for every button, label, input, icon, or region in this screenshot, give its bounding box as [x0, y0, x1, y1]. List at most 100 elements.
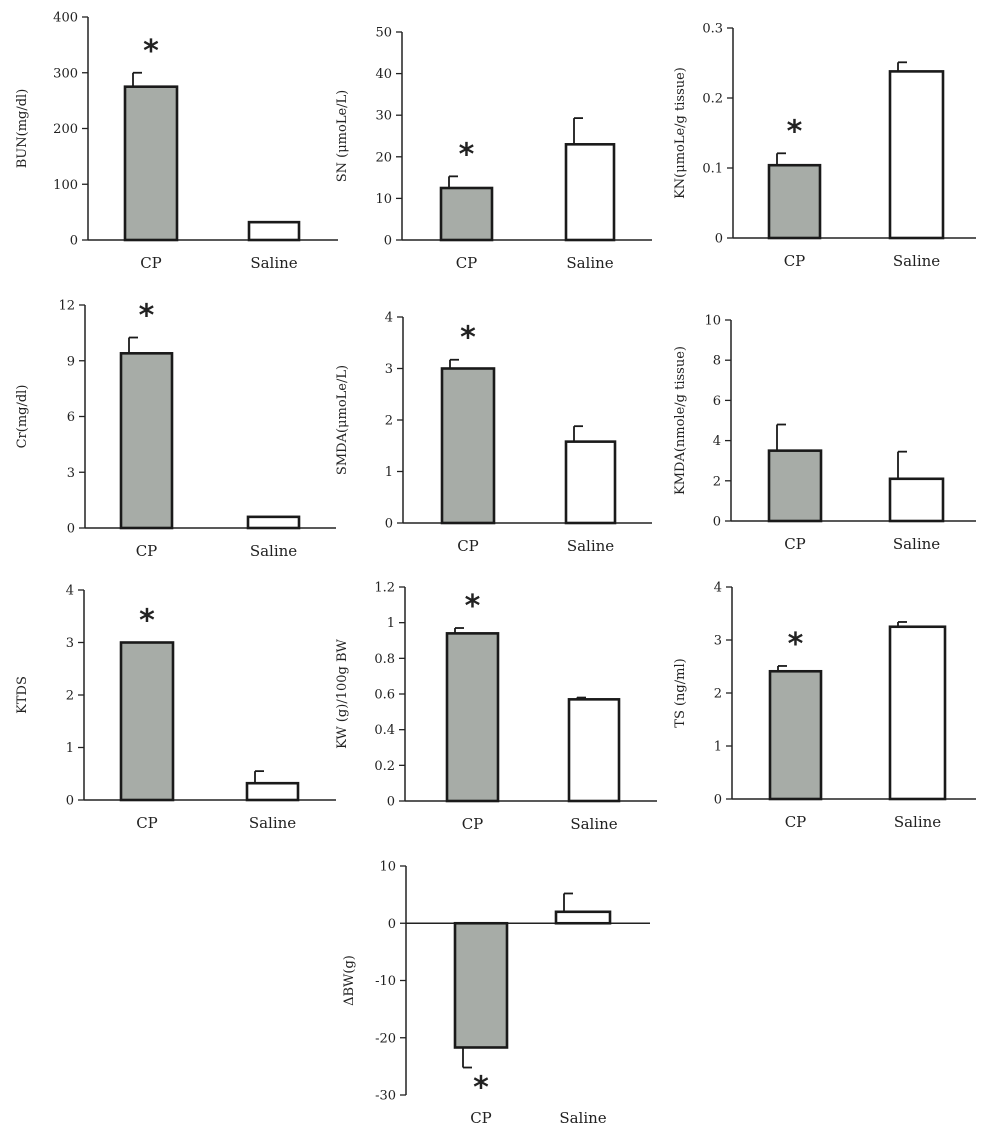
y-tick-label: 3: [385, 362, 393, 377]
y-tick-label: 12: [58, 299, 75, 314]
y-axis-label: SMDA(μmoLe/L): [335, 365, 350, 475]
y-tick-label: -20: [375, 1031, 396, 1046]
y-tick-label: 0: [714, 793, 722, 808]
y-axis-label: KTDS: [15, 676, 30, 714]
y-tick-label: 20: [375, 150, 392, 165]
y-tick-label: 1: [387, 616, 395, 631]
category-label: CP: [457, 537, 479, 555]
y-tick-label: 400: [53, 11, 78, 26]
y-tick-label: 1: [714, 740, 722, 755]
chart-panel: 0 10 20 30 40 50 SN (μmoLe/L) CP * Saline: [335, 26, 652, 272]
y-axis-label: ΔBW(g): [342, 955, 357, 1006]
y-tick-label: 0: [715, 232, 723, 247]
y-tick-label: 200: [53, 122, 78, 137]
category-label: CP: [785, 813, 807, 831]
y-tick-label: 3: [66, 636, 74, 651]
significance-marker: *: [459, 137, 475, 172]
y-tick-label: 2: [385, 414, 393, 429]
bar-cp: [768, 669, 823, 801]
chart-panel: 0 3 6 9 12 Cr(mg/dl) CP * Saline: [15, 299, 336, 560]
y-tick-label: 10: [704, 314, 721, 329]
y-tick-label: 4: [66, 584, 74, 599]
category-label: CP: [784, 535, 806, 553]
y-tick-label: 4: [713, 434, 721, 449]
category-label: CP: [136, 814, 158, 832]
chart-panel: 0 0.1 0.2 0.3 KN(μmoLe/g tissue) CP * Saline: [673, 22, 976, 270]
bar-saline: [888, 70, 945, 240]
y-tick-label: 4: [714, 581, 722, 596]
y-tick-label: 30: [375, 109, 392, 124]
y-tick-label: 9: [67, 354, 75, 369]
category-label: CP: [456, 254, 478, 272]
category-label: Saline: [566, 254, 613, 272]
bar-saline: [245, 781, 300, 802]
chart-panel: 0 0.2 0.4 0.6 0.8 1 1.2 KW (g)/100g BW CP * Saline: [335, 581, 657, 833]
y-tick-label: 2: [713, 474, 721, 489]
y-tick-label: 10: [375, 192, 392, 207]
y-tick-label: 0.2: [374, 759, 395, 774]
bar-cp: [767, 163, 822, 240]
category-label: Saline: [570, 815, 617, 833]
significance-marker: *: [473, 1071, 489, 1106]
chart-panel: 0 1 2 3 4 TS (ng/ml) CP * Saline: [673, 581, 976, 831]
category-label: Saline: [250, 254, 297, 272]
y-tick-label: 0: [385, 517, 393, 532]
bar-saline: [246, 515, 301, 530]
y-tick-label: 8: [713, 354, 721, 369]
significance-marker: *: [139, 299, 155, 334]
bar-saline: [567, 698, 621, 803]
bar-cp: [119, 352, 174, 530]
y-tick-label: 0.8: [374, 652, 395, 667]
y-tick-label: 0: [387, 795, 395, 810]
bar-saline: [888, 625, 947, 801]
category-label: Saline: [893, 252, 940, 270]
y-tick-label: 2: [66, 689, 74, 704]
y-tick-label: 3: [67, 466, 75, 481]
y-tick-label: 0.3: [702, 22, 723, 37]
category-label: CP: [784, 252, 806, 270]
bar-saline: [554, 910, 612, 925]
category-label: Saline: [250, 542, 297, 560]
y-tick-label: 2: [714, 687, 722, 702]
y-axis-label: KW (g)/100g BW: [335, 638, 350, 748]
y-axis-label: KN(μmoLe/g tissue): [673, 67, 688, 199]
bar-saline: [888, 477, 945, 523]
bar-saline: [564, 143, 616, 242]
y-tick-label: 0.4: [374, 723, 395, 738]
y-axis-label: TS (ng/ml): [673, 658, 688, 727]
category-label: CP: [136, 542, 158, 560]
significance-marker: *: [787, 114, 803, 149]
y-tick-label: 0: [384, 234, 392, 249]
y-tick-label: 1: [66, 741, 74, 756]
bar-cp: [453, 921, 509, 1049]
bar-cp: [445, 632, 500, 803]
chart-panel: 0 1 2 3 4 KTDS CP * Saline: [15, 584, 336, 832]
category-label: CP: [462, 815, 484, 833]
significance-marker: *: [465, 589, 481, 624]
category-label: Saline: [894, 813, 941, 831]
category-label: Saline: [249, 814, 296, 832]
significance-marker: *: [139, 604, 155, 639]
y-tick-label: 6: [67, 410, 75, 425]
y-tick-label: 3: [714, 634, 722, 649]
significance-marker: *: [143, 34, 159, 69]
chart-panel: 0 1 2 3 4 SMDA(μmoLe/L) CP * Saline: [335, 311, 652, 555]
y-tick-label: 0: [66, 794, 74, 809]
chart-panel: 0 100 200 300 400 BUN(mg/dl) CP * Saline: [15, 11, 338, 272]
y-tick-label: 0.6: [374, 688, 395, 703]
y-axis-label: BUN(mg/dl): [15, 89, 30, 169]
chart-panel: -30 -20 -10 0 10 ΔBW(g) CP * Saline: [342, 860, 650, 1127]
category-label: CP: [470, 1109, 492, 1127]
y-tick-label: 0.1: [702, 162, 723, 177]
y-tick-label: -30: [375, 1089, 396, 1104]
category-label: Saline: [893, 535, 940, 553]
y-tick-label: 300: [53, 66, 78, 81]
category-label: Saline: [559, 1109, 606, 1127]
significance-marker: *: [788, 627, 804, 662]
bar-cp: [439, 186, 494, 242]
y-tick-label: 4: [385, 311, 393, 326]
y-tick-label: 1: [385, 465, 393, 480]
y-tick-label: 0.2: [702, 92, 723, 107]
y-tick-label: 0: [713, 515, 721, 530]
